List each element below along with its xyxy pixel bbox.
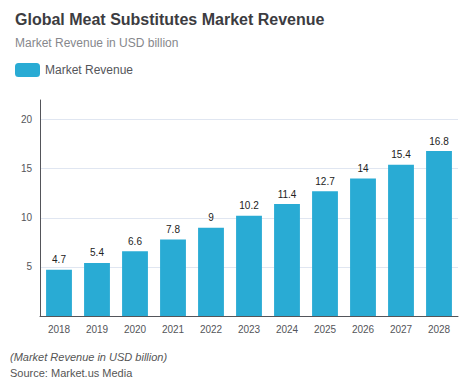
svg-text:15.4: 15.4 [391, 149, 411, 160]
svg-text:10.2: 10.2 [239, 200, 259, 211]
svg-text:14: 14 [357, 163, 369, 174]
svg-text:2023: 2023 [238, 324, 261, 335]
svg-text:2020: 2020 [124, 324, 147, 335]
svg-text:7.8: 7.8 [166, 224, 180, 235]
svg-text:Market Revenue: Market Revenue [45, 63, 133, 77]
svg-text:2019: 2019 [86, 324, 109, 335]
svg-text:10: 10 [21, 212, 33, 223]
svg-text:2026: 2026 [352, 324, 375, 335]
svg-text:2018: 2018 [48, 324, 71, 335]
svg-text:2027: 2027 [390, 324, 413, 335]
svg-text:Market Revenue in USD billion: Market Revenue in USD billion [15, 36, 178, 50]
svg-text:2028: 2028 [428, 324, 451, 335]
svg-text:2024: 2024 [276, 324, 299, 335]
svg-text:15: 15 [21, 163, 33, 174]
svg-text:5.4: 5.4 [90, 247, 104, 258]
svg-text:16.8: 16.8 [429, 136, 449, 147]
svg-text:Global Meat Substitutes Market: Global Meat Substitutes Market Revenue [15, 11, 325, 28]
svg-text:11.4: 11.4 [278, 189, 297, 200]
svg-text:Source: Market.us Media: Source: Market.us Media [10, 367, 133, 379]
svg-text:5: 5 [26, 261, 32, 272]
svg-text:20: 20 [21, 114, 33, 125]
svg-text:(Market Revenue in USD billion: (Market Revenue in USD billion) [10, 351, 167, 363]
svg-text:4.7: 4.7 [52, 254, 66, 265]
svg-text:2025: 2025 [314, 324, 337, 335]
svg-text:12.7: 12.7 [315, 176, 335, 187]
svg-text:2021: 2021 [162, 324, 185, 335]
svg-text:6.6: 6.6 [128, 236, 142, 247]
svg-text:9: 9 [208, 212, 214, 223]
svg-text:2022: 2022 [200, 324, 223, 335]
